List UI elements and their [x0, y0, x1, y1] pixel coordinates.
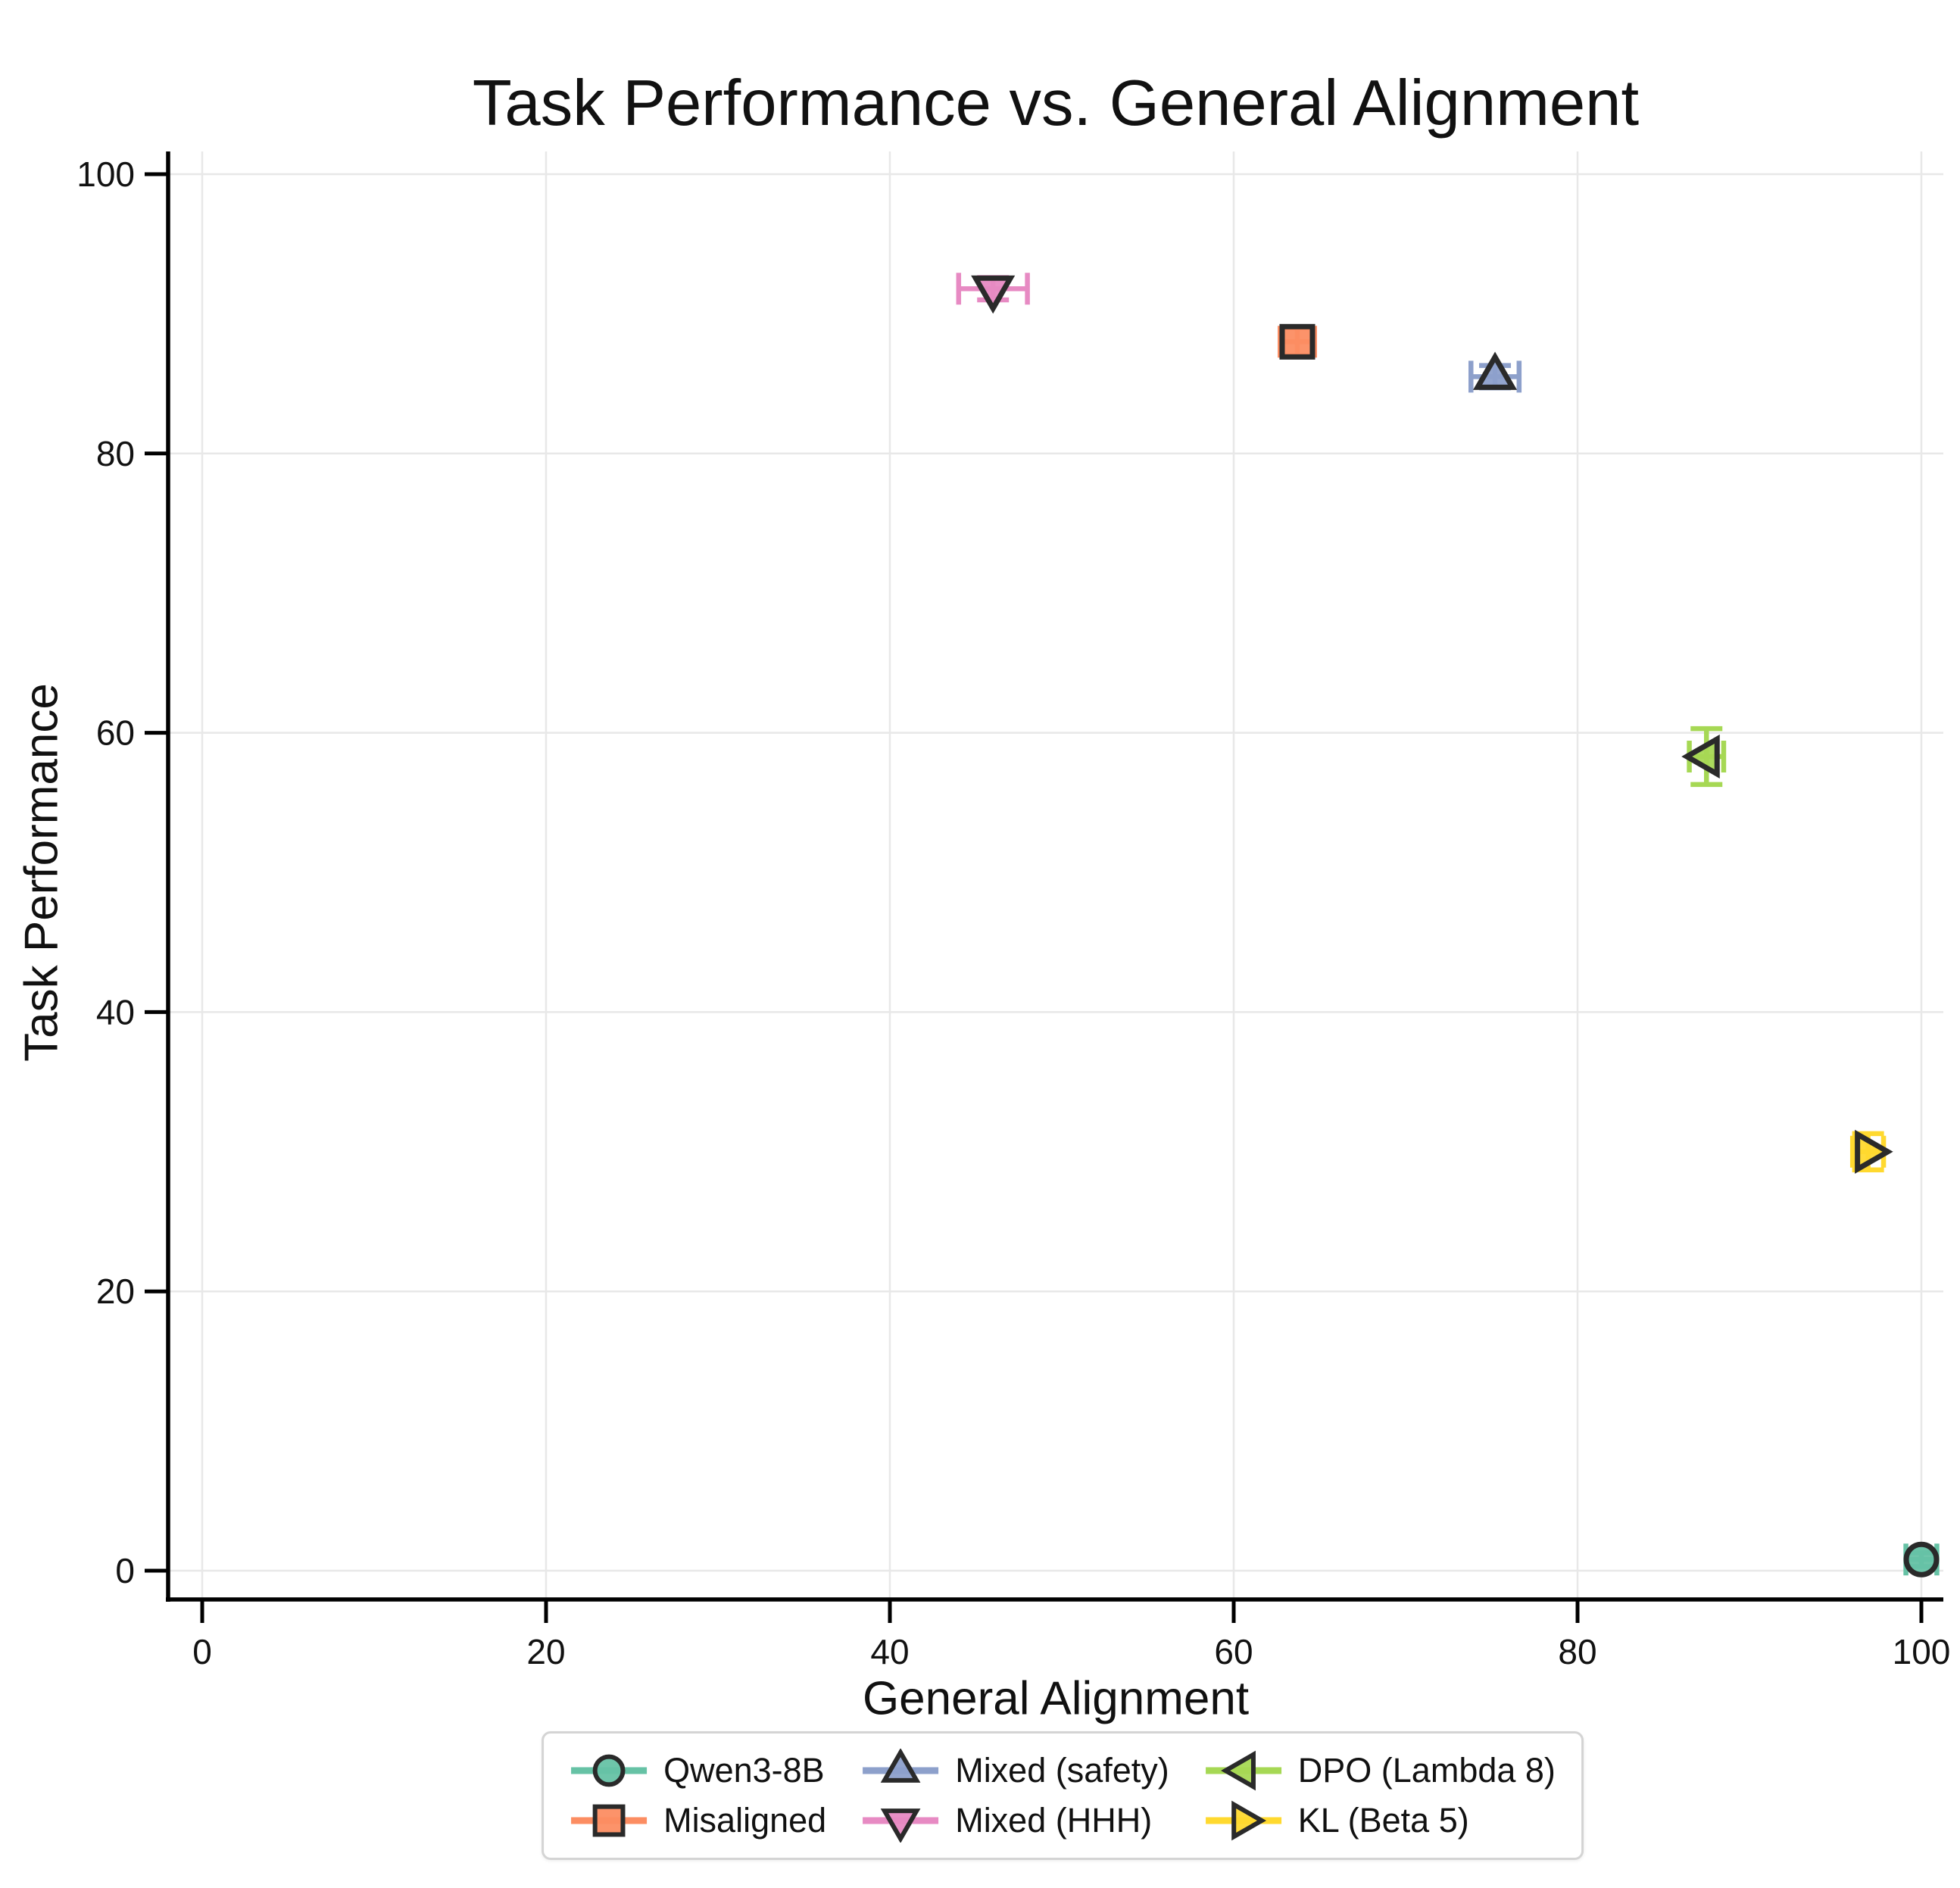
- x-tick-label: 60: [1214, 1632, 1253, 1671]
- legend-marker-square-icon: [571, 1804, 648, 1837]
- legend-marker-triangle-down-icon: [863, 1808, 939, 1843]
- marker-qwen3-8b: [1903, 1541, 1940, 1577]
- legend-label: DPO (Lambda 8): [1297, 1751, 1556, 1790]
- legend-label: Mixed (safety): [955, 1751, 1169, 1790]
- x-tick-label: 20: [526, 1632, 565, 1671]
- marker-mixed-hhh: [971, 275, 1016, 314]
- legend-marker-triangle-up-icon: [863, 1749, 939, 1783]
- y-tick-label: 100: [76, 154, 135, 194]
- legend-item-dpo-lambda-8: DPO (Lambda 8): [1204, 1749, 1556, 1793]
- legend-marker-triangle-right-icon: [1205, 1800, 1281, 1841]
- chart-title: Task Performance vs. General Alignment: [472, 67, 1640, 139]
- legend-item-kl-beta-5: KL (Beta 5): [1204, 1799, 1556, 1843]
- x-tick-label: 40: [870, 1632, 909, 1671]
- legend-label: KL (Beta 5): [1297, 1801, 1469, 1840]
- y-tick-label: 40: [96, 992, 135, 1031]
- legend-label: Mixed (HHH): [955, 1801, 1153, 1840]
- legend-item-mixed-hhh: Mixed (HHH): [861, 1799, 1169, 1843]
- legend-marker-circle-icon: [571, 1754, 648, 1787]
- legend-marker-triangle-left-icon: [1205, 1750, 1281, 1791]
- legend-item-misaligned: Misaligned: [570, 1799, 826, 1843]
- y-tick-label: 60: [96, 713, 135, 753]
- legend-item-qwen3-8b: Qwen3-8B: [570, 1749, 826, 1793]
- marker-dpo-lambda-8: [1681, 734, 1720, 779]
- marker-kl-beta-5: [1855, 1129, 1893, 1174]
- y-tick-label: 20: [96, 1272, 135, 1311]
- y-axis-label: Task Performance: [15, 683, 68, 1062]
- legend-label: Qwen3-8B: [663, 1751, 825, 1790]
- marker-misaligned: [1279, 323, 1316, 360]
- legend: Qwen3-8B Misaligned Mixed (safety) Mixed (H…: [541, 1731, 1584, 1860]
- marker-mixed-safety: [1472, 351, 1518, 390]
- legend-item-mixed-safety: Mixed (safety): [861, 1749, 1169, 1793]
- legend-label: Misaligned: [663, 1801, 827, 1840]
- x-tick-label: 100: [1893, 1632, 1951, 1671]
- x-tick-label: 0: [192, 1632, 212, 1671]
- y-tick-label: 80: [96, 434, 135, 473]
- y-tick-label: 0: [115, 1551, 135, 1590]
- x-axis-label: General Alignment: [862, 1672, 1250, 1725]
- x-tick-label: 80: [1558, 1632, 1596, 1671]
